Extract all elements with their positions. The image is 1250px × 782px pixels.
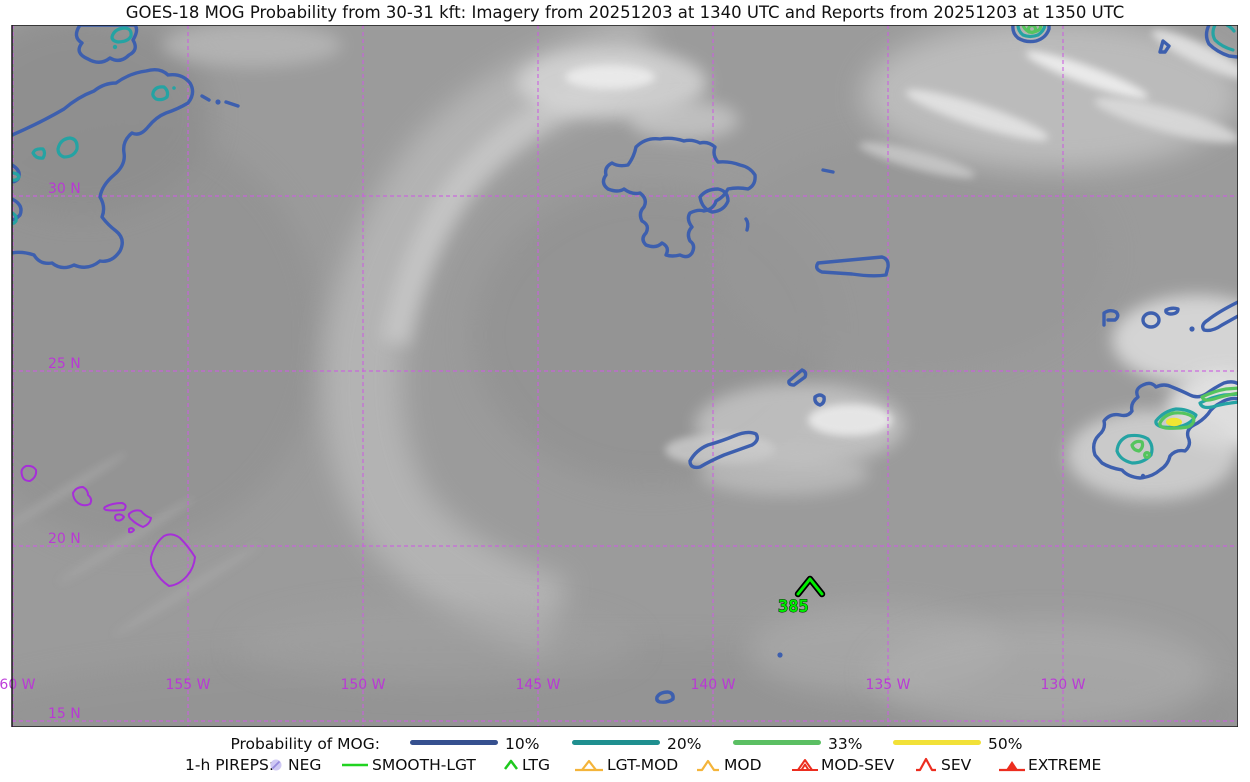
ltg-label: LTG	[522, 756, 550, 774]
smooth-lgt-label: SMOOTH-LGT	[372, 756, 476, 774]
mod-sev-icon	[792, 759, 818, 771]
pirep-ltg-marker: 385	[778, 575, 826, 618]
lon-label: 145 W	[515, 677, 560, 693]
flight-level-label: 385	[778, 597, 809, 617]
smooth-lgt-icon	[342, 763, 368, 767]
contour-20pct-dots	[112, 44, 176, 90]
lon-label: 135 W	[865, 677, 910, 693]
probability-legend-title: Probability of MOG:	[230, 735, 380, 753]
lon-label: 160 W	[0, 677, 36, 693]
lon-label: 130 W	[1040, 677, 1085, 693]
prob-10-label: 10%	[505, 735, 540, 753]
coastlines-hawaii	[20, 464, 196, 587]
extreme-icon	[999, 761, 1025, 772]
grid-lines	[12, 25, 1238, 727]
grid-labels: 30 N 25 N 20 N 15 N 160 W 155 W 150 W 14…	[0, 181, 1086, 722]
sev-icon	[916, 757, 936, 772]
mod-sev-label: MOD-SEV	[821, 756, 895, 774]
lat-label: 30 N	[48, 181, 81, 197]
mod-icon	[697, 759, 719, 772]
chevron-icon	[796, 577, 824, 596]
neg-label: NEG	[288, 756, 322, 774]
lon-label: 150 W	[340, 677, 385, 693]
neg-icon	[270, 759, 282, 771]
lat-label: 25 N	[48, 356, 81, 372]
prob-33-label: 33%	[828, 735, 863, 753]
satellite-map: 30 N 25 N 20 N 15 N 160 W 155 W 150 W 14…	[0, 25, 1238, 727]
lon-label: 140 W	[690, 677, 735, 693]
lon-label: 155 W	[165, 677, 210, 693]
prob-10-swatch	[410, 740, 498, 745]
cloud-imagery	[12, 25, 1238, 727]
contour-50pct	[1166, 417, 1182, 427]
sev-label: SEV	[941, 756, 972, 774]
map-border	[11, 25, 1238, 727]
contour-10pct-dots	[215, 99, 1195, 658]
prob-33-swatch	[733, 740, 821, 745]
lgt-mod-label: LGT-MOD	[607, 756, 679, 774]
pireps-legend-title: 1-h PIREPS:	[185, 756, 275, 774]
prob-20-swatch	[572, 740, 660, 745]
page-title: GOES-18 MOG Probability from 30-31 kft: …	[125, 3, 1125, 22]
prob-50-label: 50%	[988, 735, 1023, 753]
ltg-icon	[504, 759, 518, 770]
extreme-label: EXTREME	[1028, 756, 1102, 774]
prob-20-label: 20%	[667, 735, 702, 753]
mod-label: MOD	[724, 756, 762, 774]
lat-label: 15 N	[48, 706, 81, 722]
prob-50-swatch	[893, 740, 981, 745]
contour-33pct	[1021, 25, 1238, 460]
lgt-mod-icon	[575, 759, 603, 772]
contour-10pct	[12, 25, 1238, 704]
lat-label: 20 N	[48, 531, 81, 547]
